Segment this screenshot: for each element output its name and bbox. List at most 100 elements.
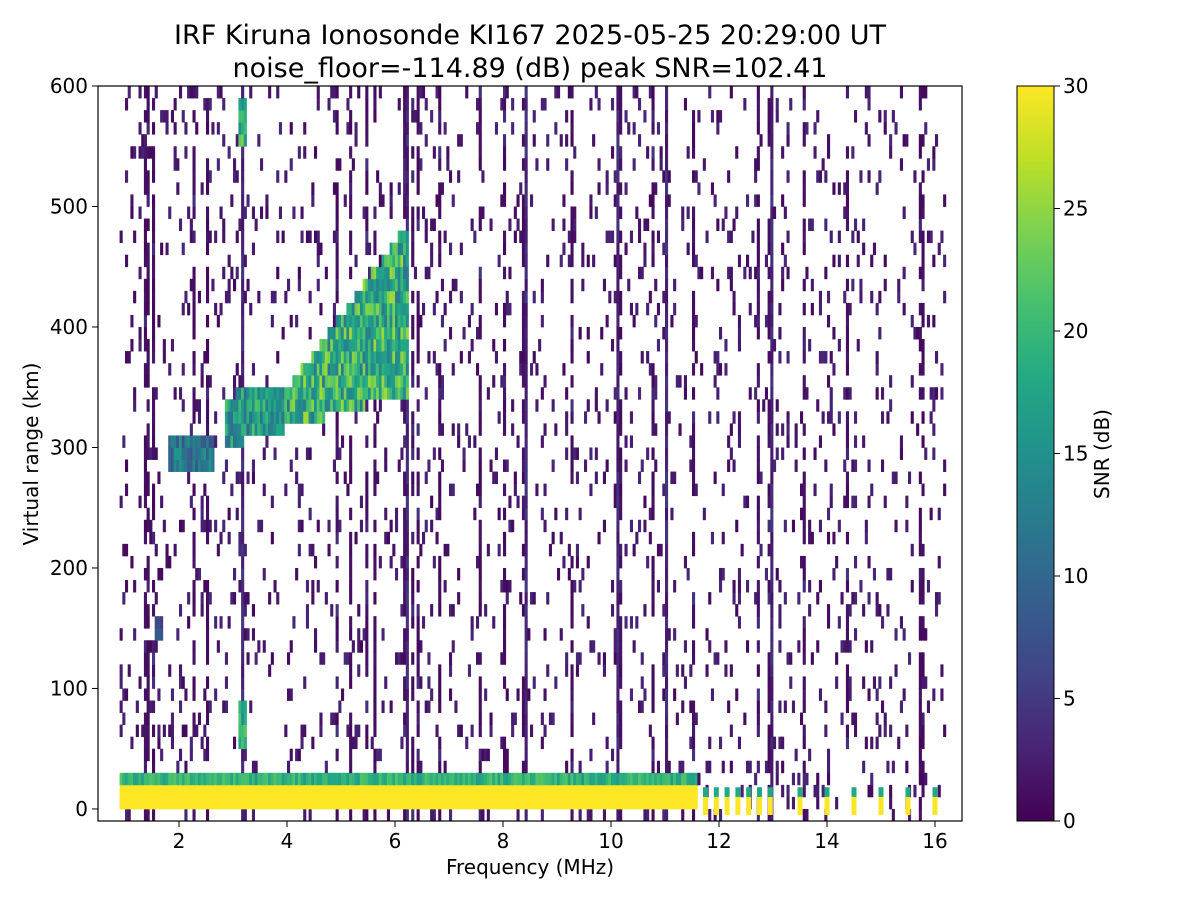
heatmap-cell: [689, 459, 693, 472]
heatmap-cell: [389, 700, 393, 713]
heatmap-cell: [249, 772, 253, 786]
heatmap-cell: [327, 399, 331, 412]
heatmap-cell: [432, 351, 436, 364]
heatmap-cell: [889, 146, 893, 159]
heatmap-cell: [503, 676, 507, 689]
heatmap-cell: [192, 772, 196, 786]
heatmap-cell: [392, 339, 396, 352]
heatmap-cell: [430, 242, 434, 256]
heatmap-cell: [146, 399, 150, 412]
heatmap-cell: [767, 688, 771, 701]
heatmap-cell: [451, 278, 455, 292]
heatmap-cell: [902, 134, 906, 147]
heatmap-cell: [908, 808, 912, 821]
heatmap-cell: [845, 278, 849, 292]
heatmap-cell: [357, 375, 361, 388]
heatmap-cell: [500, 652, 504, 665]
heatmap-cell: [921, 266, 925, 280]
heatmap-cell: [808, 218, 812, 231]
heatmap-cell: [316, 411, 320, 424]
heatmap-cell: [605, 170, 609, 183]
heatmap-cell: [403, 808, 407, 821]
heatmap-cell: [143, 363, 147, 376]
heatmap-cell: [802, 772, 806, 786]
heatmap-cell: [905, 495, 909, 509]
heatmap-cell: [665, 122, 669, 135]
heatmap-cell: [335, 242, 339, 256]
heatmap-cell: [262, 423, 266, 436]
heatmap-cell: [667, 760, 671, 774]
heatmap-cell: [902, 688, 906, 701]
heatmap-cell: [592, 134, 596, 147]
heatmap-cell: [332, 459, 336, 472]
heatmap-cell: [632, 86, 636, 99]
heatmap-cell: [929, 230, 933, 244]
heatmap-cell: [235, 796, 239, 810]
heatmap-cell: [200, 772, 204, 786]
heatmap-cell: [859, 580, 863, 593]
heatmap-cell: [303, 808, 307, 821]
heatmap-cell: [889, 134, 893, 147]
heatmap-cell: [381, 387, 385, 400]
heatmap-cell: [354, 363, 358, 376]
heatmap-cell: [381, 278, 385, 292]
x-axis-label: Frequency (MHz): [446, 855, 614, 879]
heatmap-cell: [233, 796, 237, 810]
heatmap-cell: [260, 423, 264, 436]
heatmap-cell: [349, 507, 353, 521]
heatmap-cell: [854, 592, 858, 605]
heatmap-cell: [459, 242, 463, 256]
heatmap-cell: [729, 447, 733, 460]
heatmap-cell: [478, 519, 482, 533]
heatmap-cell: [778, 700, 782, 713]
heatmap-cell: [651, 796, 655, 810]
heatmap-cell: [206, 580, 210, 593]
heatmap-cell: [206, 290, 210, 304]
heatmap-cell: [181, 519, 185, 533]
heatmap-cell: [438, 483, 442, 497]
heatmap-cell: [651, 254, 655, 268]
heatmap-cell: [206, 531, 210, 545]
heatmap-cell: [295, 375, 299, 388]
heatmap-cell: [357, 796, 361, 810]
heatmap-cell: [632, 784, 636, 798]
heatmap-cell: [373, 519, 377, 533]
heatmap-cell: [438, 700, 442, 713]
heatmap-cell: [241, 567, 245, 581]
heatmap-cell: [913, 326, 917, 340]
heatmap-cell: [524, 266, 528, 280]
heatmap-cell: [692, 447, 696, 460]
heatmap-cell: [373, 724, 377, 738]
heatmap-cell: [756, 604, 760, 617]
heatmap-cell: [756, 86, 760, 99]
heatmap-cell: [619, 423, 623, 436]
heatmap-cell: [727, 700, 731, 713]
heatmap-cell: [764, 254, 768, 268]
heatmap-cell: [521, 98, 525, 111]
heatmap-cell: [632, 314, 636, 328]
heatmap-cell: [206, 507, 210, 521]
heatmap-cell: [802, 375, 806, 388]
heatmap-cell: [519, 772, 523, 786]
heatmap-cell: [651, 399, 655, 412]
heatmap-cell: [692, 712, 696, 726]
heatmap-cell: [152, 808, 156, 821]
heatmap-cell: [635, 784, 639, 798]
heatmap-cell: [848, 688, 852, 701]
heatmap-cell: [122, 784, 126, 798]
heatmap-cell: [273, 423, 277, 436]
heatmap-cell: [802, 808, 806, 821]
heatmap-cell: [206, 447, 210, 460]
heatmap-cell: [257, 784, 261, 798]
heatmap-cell: [654, 796, 658, 810]
heatmap-cell: [519, 182, 523, 195]
heatmap-cell: [395, 519, 399, 533]
heatmap-cell: [332, 351, 336, 364]
heatmap-cell: [389, 266, 393, 280]
heatmap-cell: [613, 652, 617, 665]
heatmap-cell: [219, 206, 223, 219]
heatmap-cell: [619, 483, 623, 497]
heatmap-cell: [651, 122, 655, 135]
heatmap-cell: [492, 471, 496, 485]
heatmap-cell: [160, 110, 164, 123]
